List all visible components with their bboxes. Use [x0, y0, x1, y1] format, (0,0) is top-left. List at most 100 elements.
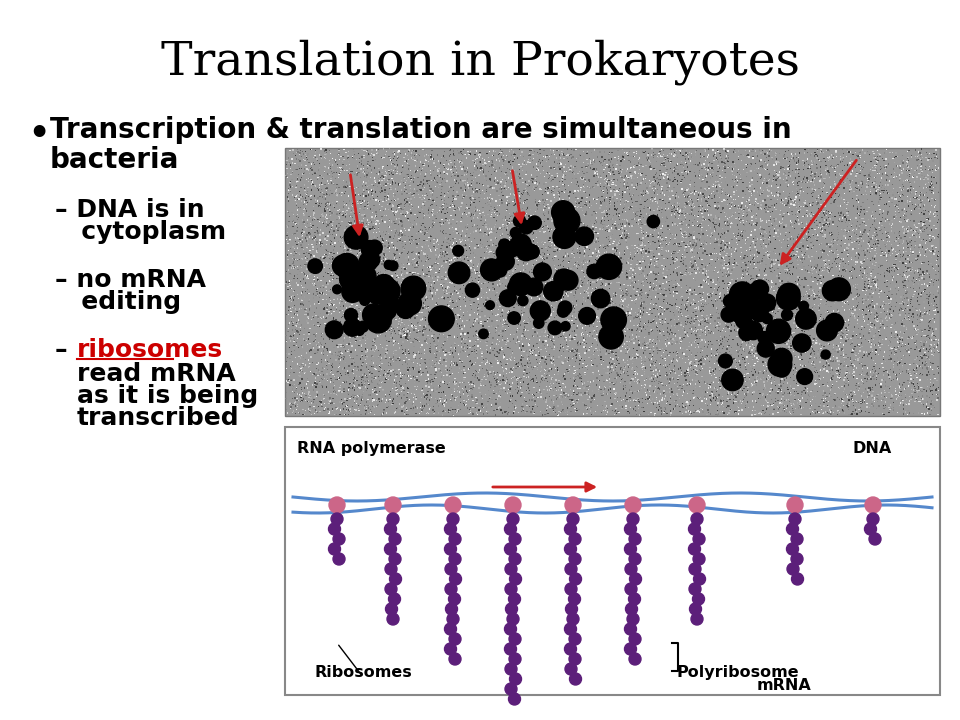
Point	[772, 276, 787, 288]
Point	[363, 203, 378, 215]
Point	[483, 328, 498, 339]
Point	[646, 248, 661, 259]
Point	[746, 300, 761, 311]
Point	[433, 171, 448, 183]
Point	[614, 341, 630, 352]
Point	[839, 144, 854, 156]
Point	[771, 272, 786, 284]
Point	[335, 310, 350, 322]
Point	[911, 327, 926, 338]
Point	[799, 251, 814, 262]
Point	[752, 145, 767, 156]
Point	[764, 393, 780, 405]
Point	[521, 404, 537, 415]
Point	[505, 162, 520, 174]
Point	[824, 198, 839, 210]
Point	[564, 144, 580, 156]
Point	[466, 318, 481, 330]
Point	[890, 240, 905, 251]
Circle shape	[384, 293, 397, 306]
Point	[917, 269, 932, 281]
Point	[667, 205, 683, 217]
Point	[411, 226, 426, 238]
Point	[572, 245, 588, 256]
Point	[638, 246, 654, 257]
Point	[339, 274, 354, 286]
Point	[467, 378, 482, 390]
Point	[324, 184, 339, 196]
Point	[732, 354, 747, 366]
Point	[515, 146, 530, 158]
Point	[475, 372, 491, 383]
Point	[292, 186, 307, 197]
Point	[613, 346, 629, 357]
Point	[463, 168, 478, 179]
Point	[350, 313, 366, 325]
Point	[562, 269, 577, 280]
Point	[502, 408, 517, 420]
Point	[692, 377, 708, 388]
Point	[283, 374, 299, 385]
Point	[348, 261, 364, 273]
Point	[397, 376, 413, 387]
Point	[566, 367, 582, 379]
Point	[466, 209, 481, 220]
Point	[562, 215, 577, 227]
Point	[862, 336, 877, 348]
Point	[429, 346, 444, 357]
Point	[541, 182, 557, 194]
Point	[344, 383, 359, 395]
Point	[295, 267, 310, 279]
Point	[480, 293, 495, 305]
Point	[290, 239, 305, 251]
Point	[896, 257, 911, 269]
Point	[298, 233, 313, 244]
Point	[841, 205, 856, 217]
Point	[612, 282, 628, 294]
Point	[593, 157, 609, 168]
Point	[914, 287, 929, 299]
Point	[520, 372, 536, 383]
Point	[857, 349, 873, 361]
Point	[834, 289, 850, 301]
Point	[492, 374, 508, 386]
Point	[919, 293, 934, 305]
Point	[283, 330, 299, 342]
Point	[800, 394, 815, 405]
Point	[574, 328, 589, 340]
Point	[822, 387, 837, 399]
Point	[332, 404, 348, 415]
Point	[372, 310, 388, 321]
Point	[472, 311, 488, 323]
Point	[602, 147, 617, 158]
Point	[568, 405, 584, 416]
Point	[488, 172, 503, 184]
Point	[467, 297, 482, 308]
Point	[638, 178, 654, 189]
Point	[791, 284, 806, 296]
Point	[643, 305, 659, 316]
Point	[434, 181, 449, 192]
Point	[821, 264, 836, 275]
Point	[466, 262, 481, 274]
Point	[522, 222, 538, 233]
Point	[740, 232, 756, 243]
Point	[480, 253, 495, 264]
Point	[635, 325, 650, 337]
Point	[446, 181, 462, 192]
Point	[615, 383, 631, 395]
Point	[911, 263, 926, 274]
Point	[815, 301, 830, 312]
Point	[538, 325, 553, 337]
Point	[516, 317, 532, 328]
Point	[466, 172, 481, 184]
Point	[668, 220, 684, 231]
Point	[494, 145, 510, 157]
Point	[896, 189, 911, 201]
Point	[509, 337, 524, 348]
Point	[340, 390, 355, 402]
Point	[476, 163, 492, 174]
Point	[688, 234, 704, 246]
Point	[914, 303, 929, 315]
Point	[819, 396, 834, 408]
